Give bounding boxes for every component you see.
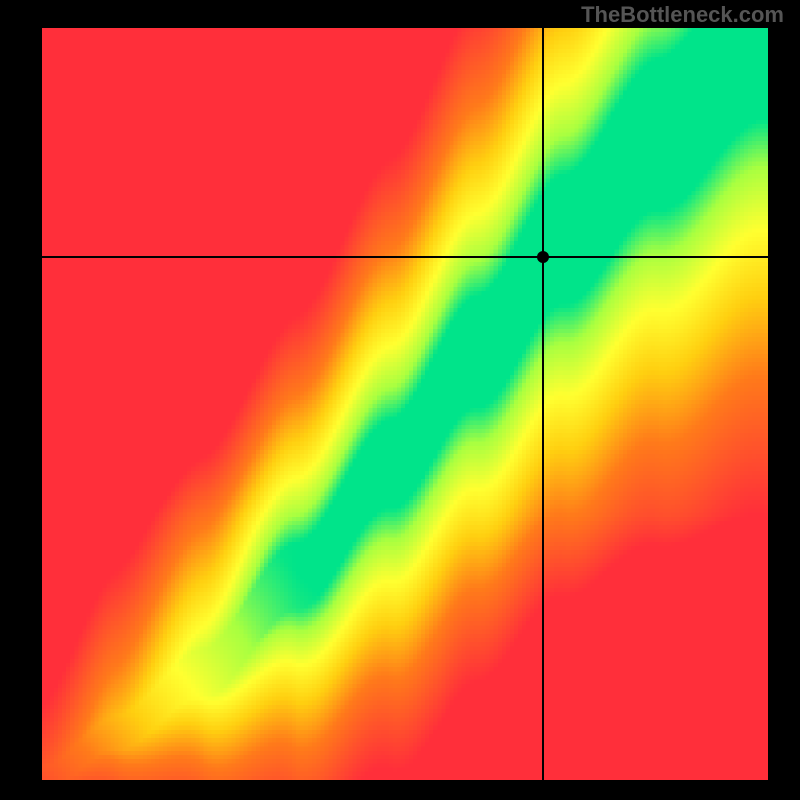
chart-container: TheBottleneck.com — [0, 0, 800, 800]
crosshair-vertical-line — [542, 28, 544, 780]
attribution-text: TheBottleneck.com — [581, 2, 784, 28]
bottleneck-heatmap — [42, 28, 768, 780]
crosshair-horizontal-line — [42, 256, 768, 258]
